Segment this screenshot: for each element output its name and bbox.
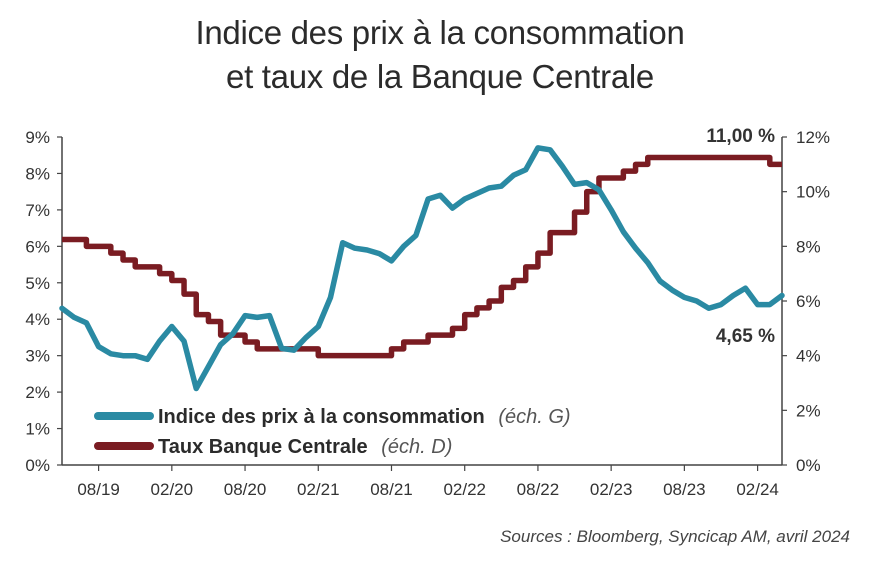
x-tick-label: 08/23: [663, 480, 706, 499]
y-left-tick-label: 3%: [25, 347, 50, 366]
source-note: Sources : Bloomberg, Syncicap AM, avril …: [500, 527, 850, 546]
legend-label-rate: Taux Banque Centrale (éch. D): [158, 436, 452, 458]
y-left-tick-label: 2%: [25, 383, 50, 402]
y-right-tick-label: 8%: [796, 237, 821, 256]
annotation-cpi-last: 4,65 %: [716, 326, 775, 347]
y-axis-left: 0% 1% 2% 3% 4% 5% 6% 7% 8% 9%: [25, 128, 62, 475]
series-line-cpi: [59, 145, 785, 392]
x-axis: 08/19 02/20 08/20 02/21 08/21 02/22 08/22 02/23…: [77, 465, 779, 499]
y-right-tick-label: 10%: [796, 183, 830, 202]
x-tick-label: 02/23: [590, 480, 633, 499]
chart-title-line-2: et taux de la Banque Centrale: [226, 58, 654, 95]
legend: Indice des prix à la consommation (éch. …: [94, 406, 571, 458]
x-tick-label: 08/21: [370, 480, 413, 499]
y-axis-right: 0% 2% 4% 6% 8% 10% 12%: [782, 128, 830, 475]
y-right-tick-label: 2%: [796, 401, 821, 420]
y-right-tick-label: 0%: [796, 456, 821, 475]
legend-rate-note: (éch. D): [381, 436, 452, 458]
x-tick-label: 02/24: [736, 480, 779, 499]
y-left-tick-label: 6%: [25, 237, 50, 256]
y-right-tick-label: 6%: [796, 292, 821, 311]
x-tick-label: 08/19: [77, 480, 120, 499]
y-left-tick-label: 1%: [25, 420, 50, 439]
series-lines: [59, 145, 785, 392]
series-line-rate: [62, 154, 782, 359]
y-left-tick-label: 8%: [25, 164, 50, 183]
y-left-tick-label: 4%: [25, 310, 50, 329]
y-left-tick-label: 5%: [25, 274, 50, 293]
y-left-tick-label: 7%: [25, 201, 50, 220]
legend-rate-name: Taux Banque Centrale: [158, 436, 368, 458]
y-left-tick-label: 0%: [25, 456, 50, 475]
annotation-rate-last: 11,00 %: [706, 126, 775, 147]
y-left-tick-label: 9%: [25, 128, 50, 147]
x-tick-label: 02/21: [297, 480, 340, 499]
x-tick-label: 08/20: [224, 480, 267, 499]
legend-cpi-name: Indice des prix à la consommation: [158, 406, 485, 428]
x-tick-label: 02/22: [443, 480, 486, 499]
legend-cpi-note: (éch. G): [498, 406, 570, 428]
y-right-tick-label: 4%: [796, 347, 821, 366]
chart-title-line-1: Indice des prix à la consommation: [195, 14, 685, 51]
legend-label-cpi: Indice des prix à la consommation (éch. …: [158, 406, 571, 428]
y-right-tick-label: 12%: [796, 128, 830, 147]
x-tick-label: 08/22: [517, 480, 560, 499]
x-tick-label: 02/20: [151, 480, 194, 499]
